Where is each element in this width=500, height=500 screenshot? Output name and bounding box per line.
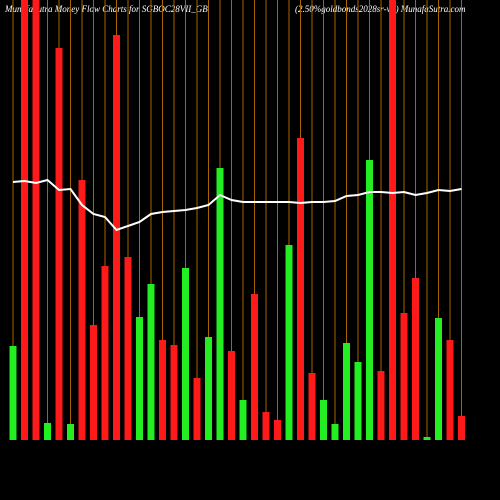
bar — [354, 362, 362, 440]
bar — [435, 318, 442, 440]
bar — [458, 416, 465, 440]
bar — [262, 412, 270, 440]
bar — [136, 317, 143, 440]
bar — [297, 138, 304, 440]
bar — [67, 424, 74, 440]
bar — [159, 340, 166, 440]
bar — [331, 424, 339, 440]
bar — [101, 266, 109, 440]
bar — [228, 351, 235, 440]
bar — [251, 294, 258, 440]
bar — [239, 400, 247, 440]
bar — [446, 340, 454, 440]
bar — [423, 437, 431, 440]
bar — [44, 423, 51, 440]
bar — [78, 180, 86, 440]
bar — [124, 257, 132, 440]
bar — [285, 245, 293, 440]
bar — [400, 313, 408, 440]
bar — [412, 278, 419, 440]
bar — [366, 160, 373, 440]
bar — [55, 48, 63, 440]
bar — [21, 0, 28, 440]
bar — [9, 346, 17, 440]
bar — [170, 345, 178, 440]
bar — [308, 373, 316, 440]
bar — [32, 0, 40, 440]
bar — [216, 168, 224, 440]
bar — [205, 337, 212, 440]
bar — [377, 371, 385, 440]
bar — [113, 35, 120, 440]
bar — [274, 420, 281, 440]
bar — [193, 378, 201, 440]
trend-line — [12, 178, 462, 232]
chart-title: MunafaSutra Money Flow Charts for SGBOC2… — [4, 4, 208, 14]
bar — [343, 343, 350, 440]
bar — [320, 400, 327, 440]
bar — [90, 325, 97, 440]
bar — [389, 0, 396, 440]
bar — [147, 284, 155, 440]
bar — [182, 268, 189, 440]
